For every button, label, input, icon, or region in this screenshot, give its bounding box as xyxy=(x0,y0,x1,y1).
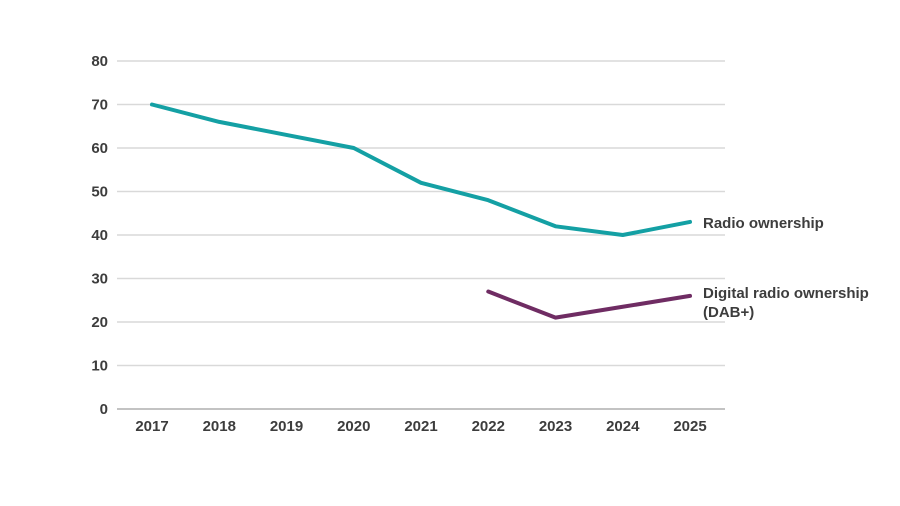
y-tick-label: 40 xyxy=(91,227,108,244)
x-tick-label: 2017 xyxy=(135,418,168,435)
x-tick-label: 2020 xyxy=(337,418,370,435)
x-tick-label: 2023 xyxy=(539,418,572,435)
x-tick-label: 2025 xyxy=(673,418,706,435)
y-tick-label: 50 xyxy=(91,184,108,201)
y-tick-label: 10 xyxy=(91,358,108,375)
series-line-radio-ownership xyxy=(150,102,692,237)
x-tick-label: 2021 xyxy=(404,418,437,435)
x-tick-label: 2022 xyxy=(472,418,505,435)
series-label-radio-ownership-text: Radio ownership xyxy=(703,215,824,232)
y-tick-label: 60 xyxy=(91,140,108,157)
series-label-digital-line2: (DAB+) xyxy=(703,304,755,321)
x-tick-label: 2019 xyxy=(270,418,303,435)
series-line-digital-radio-ownership-dab xyxy=(486,289,692,320)
series-label-radio-ownership: Radio ownership xyxy=(703,214,824,233)
x-tick-label: 2024 xyxy=(606,418,640,435)
series-label-digital-radio-ownership: Digital radio ownership (DAB+) xyxy=(703,284,869,322)
y-tick-label: 20 xyxy=(91,314,108,331)
y-tick-label: 0 xyxy=(100,401,108,418)
y-tick-label: 80 xyxy=(91,53,108,70)
series-label-digital-line1: Digital radio ownership xyxy=(703,285,869,302)
y-tick-label: 30 xyxy=(91,271,108,288)
y-tick-label: 70 xyxy=(91,97,108,114)
x-tick-label: 2018 xyxy=(203,418,236,435)
